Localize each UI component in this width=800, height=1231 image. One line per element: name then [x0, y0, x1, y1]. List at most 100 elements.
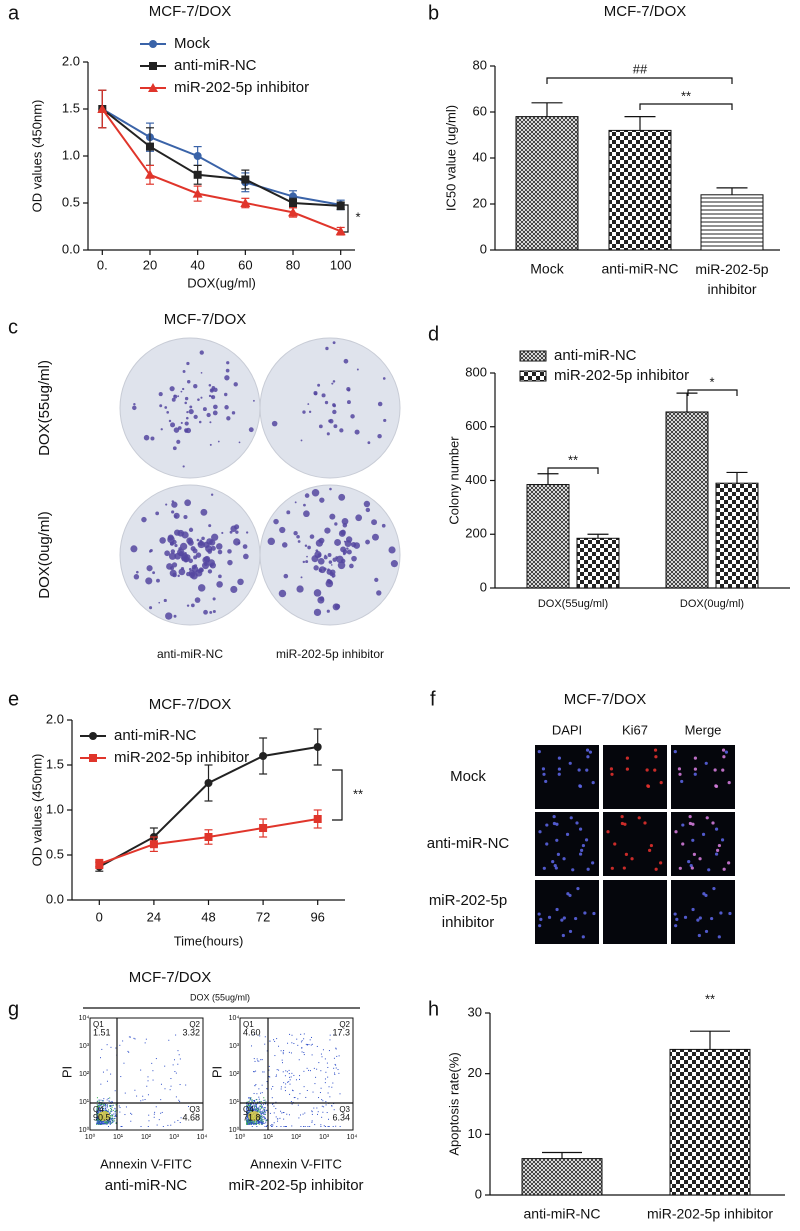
event-dot	[142, 1099, 144, 1101]
colony	[168, 419, 172, 423]
colony	[197, 398, 200, 401]
event-dot	[311, 1120, 313, 1122]
nucleus	[689, 864, 693, 868]
event-dot	[130, 1120, 132, 1122]
event-dot	[252, 1108, 254, 1110]
event-dot	[128, 1036, 130, 1038]
event-dot	[325, 1104, 327, 1106]
event-dot	[96, 1119, 98, 1121]
nucleus	[648, 848, 652, 852]
panel-letter: d	[428, 323, 439, 345]
nucleus	[674, 830, 678, 834]
event-dot	[109, 1120, 111, 1122]
colony	[242, 544, 248, 549]
event-dot	[151, 1062, 153, 1064]
event-dot	[100, 1123, 102, 1125]
nucleus	[568, 893, 572, 898]
nucleus	[581, 935, 585, 939]
colony	[334, 522, 338, 526]
event-dot	[110, 1107, 112, 1109]
column-label: Merge	[685, 722, 722, 737]
event-dot	[249, 1105, 251, 1107]
event-dot	[103, 1109, 105, 1111]
event-dot	[155, 1058, 157, 1060]
event-dot	[288, 1081, 290, 1083]
event-dot	[306, 1067, 308, 1069]
event-dot	[119, 1044, 121, 1046]
event-dot	[109, 1118, 111, 1120]
event-dot	[288, 1051, 290, 1053]
event-dot	[108, 1120, 110, 1122]
event-dot	[322, 1049, 324, 1051]
event-dot	[98, 1107, 100, 1109]
event-dot	[336, 1055, 338, 1057]
colony	[343, 358, 349, 364]
colony	[346, 547, 349, 550]
event-dot	[252, 1122, 254, 1124]
event-dot	[248, 1103, 250, 1105]
nucleus	[575, 821, 579, 825]
colony	[338, 493, 346, 501]
event-dot	[106, 1110, 108, 1112]
event-dot	[278, 1069, 280, 1071]
event-dot	[105, 1105, 107, 1107]
axis-tick-label: 10⁴	[197, 1134, 208, 1141]
nucleus	[704, 893, 708, 898]
event-dot	[275, 1108, 277, 1110]
colony	[194, 597, 201, 603]
event-dot	[97, 1122, 99, 1124]
nucleus	[584, 838, 589, 842]
event-dot	[247, 1121, 249, 1123]
event-dot	[288, 1114, 290, 1116]
nucleus	[691, 907, 695, 912]
event-dot	[246, 1107, 248, 1109]
row-label: Mock	[450, 768, 486, 785]
event-dot	[246, 1108, 248, 1110]
event-dot	[339, 1093, 341, 1095]
event-dot	[288, 1069, 290, 1071]
colony	[149, 548, 153, 553]
event-dot	[248, 1121, 250, 1123]
event-dot	[97, 1112, 99, 1114]
event-dot	[252, 1122, 254, 1124]
colony	[207, 569, 213, 574]
event-dot	[252, 1104, 254, 1106]
event-dot	[119, 1111, 121, 1113]
event-dot	[140, 1069, 142, 1071]
y-tick-label: 10	[468, 1126, 482, 1141]
colony	[184, 554, 191, 561]
event-dot	[105, 1122, 107, 1124]
colony	[208, 524, 212, 528]
event-dot	[256, 1109, 258, 1111]
colony	[186, 379, 191, 384]
micrograph	[671, 745, 735, 809]
event-dot	[271, 1097, 273, 1099]
event-dot	[266, 1125, 268, 1127]
colony	[174, 543, 178, 548]
event-dot	[252, 1110, 254, 1112]
event-dot	[258, 1118, 260, 1120]
point	[204, 779, 213, 787]
event-dot	[253, 1107, 255, 1109]
nucleus	[537, 912, 541, 916]
event-dot	[276, 1126, 278, 1127]
colony	[233, 382, 238, 387]
event-dot	[265, 1101, 267, 1103]
event-dot	[253, 1123, 255, 1125]
axis-tick-label: 10⁴	[229, 1015, 240, 1022]
quadrant-label: Q1	[243, 1020, 254, 1029]
panel-title: MCF-7/DOX	[564, 691, 647, 708]
nucleus	[588, 750, 593, 754]
event-dot	[333, 1109, 335, 1111]
event-dot	[174, 1071, 176, 1073]
nucleus	[622, 866, 626, 870]
event-dot	[144, 1042, 146, 1044]
event-dot	[273, 1105, 275, 1107]
colony	[349, 563, 354, 569]
event-dot	[255, 1110, 257, 1112]
colony	[281, 542, 288, 548]
event-dot	[96, 1123, 98, 1125]
event-dot	[256, 1126, 258, 1127]
event-dot	[115, 1047, 117, 1049]
colony	[196, 538, 200, 542]
